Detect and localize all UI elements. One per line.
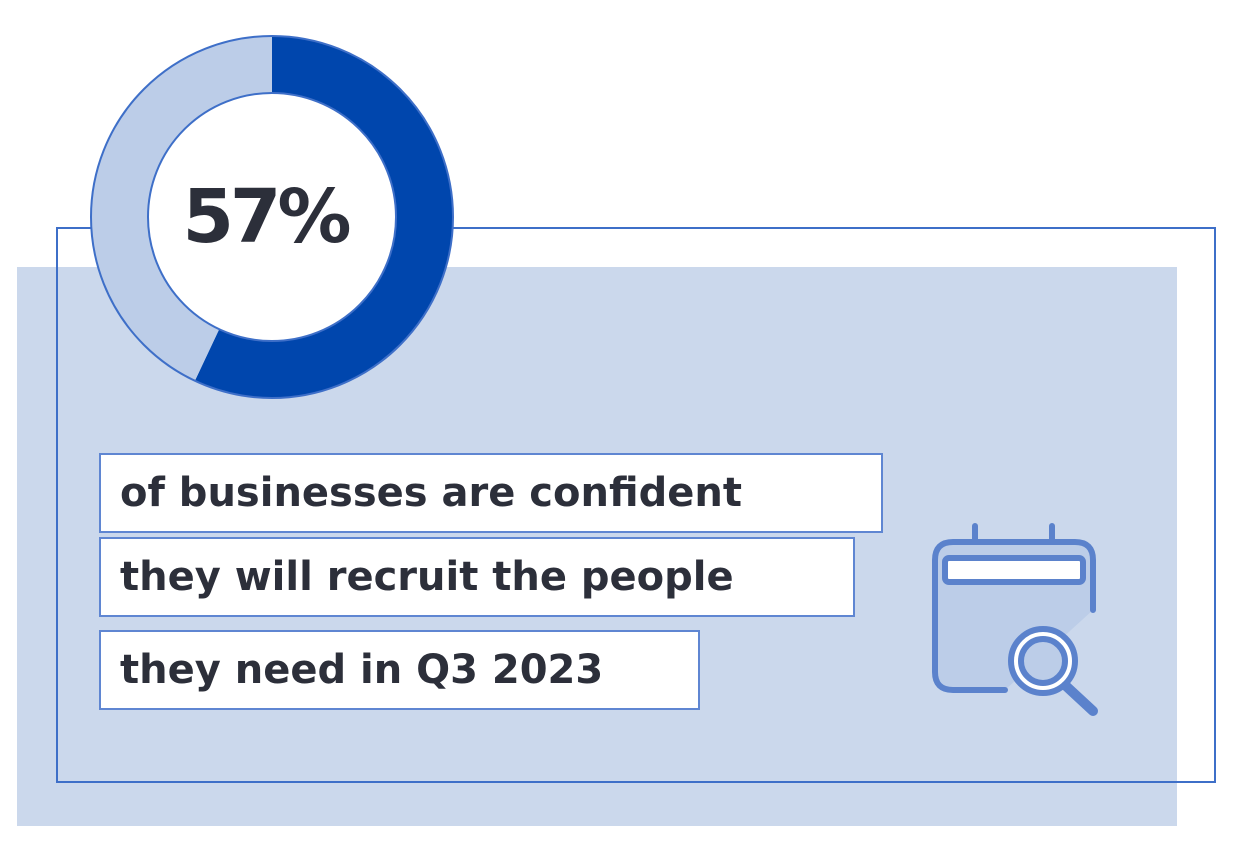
- caption-line-3: they need in Q3 2023: [99, 630, 700, 710]
- donut-svg: [90, 35, 454, 399]
- donut-chart: 57%: [89, 34, 455, 400]
- donut-slice-primary: [194, 36, 453, 399]
- calendar-search-icon: [932, 523, 1098, 716]
- donut-center-label: 57%: [182, 174, 351, 260]
- donut-hole: [147, 92, 397, 342]
- caption-line-1: of businesses are confident: [99, 453, 883, 533]
- donut-slice-remainder: [90, 36, 272, 381]
- donut-outer-ring: [90, 35, 454, 399]
- outline-frame: [56, 227, 1216, 783]
- caption-line-2: they will recruit the people: [99, 537, 855, 617]
